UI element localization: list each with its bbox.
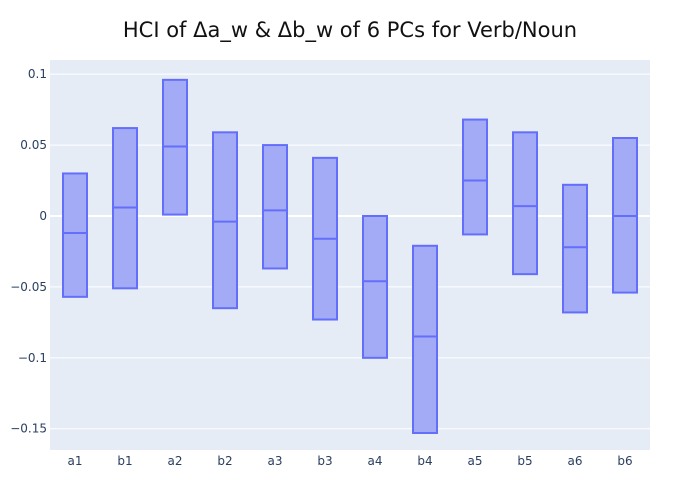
box-b4	[412, 244, 438, 434]
box-b5	[512, 131, 538, 276]
x-tick-label: b1	[117, 454, 132, 468]
x-tick-label: a5	[468, 454, 483, 468]
y-tick-label: −0.15	[10, 422, 47, 436]
chart-title: HCI of Δa_w & Δb_w of 6 PCs for Verb/Nou…	[122, 18, 578, 42]
x-tick-label: b3	[317, 454, 332, 468]
x-tick-label: a4	[368, 454, 383, 468]
y-tick-label: 0	[39, 209, 47, 223]
x-tick-label: b6	[617, 454, 632, 468]
x-tick-label: b4	[417, 454, 432, 468]
x-tick-label: b2	[217, 454, 232, 468]
box-a1	[62, 172, 88, 298]
box-a6	[562, 183, 588, 314]
y-tick-label: −0.1	[18, 351, 47, 365]
box-a5	[462, 118, 488, 236]
box-a3	[262, 144, 288, 270]
box-a4	[362, 215, 388, 359]
x-tick-label: a3	[268, 454, 283, 468]
x-tick-label: a1	[68, 454, 83, 468]
y-tick-label: 0.1	[28, 67, 47, 81]
y-tick-label: −0.05	[10, 280, 47, 294]
x-tick-label: a6	[568, 454, 583, 468]
x-tick-label: a2	[168, 454, 183, 468]
plot-background	[50, 60, 650, 450]
x-tick-label: b5	[517, 454, 532, 468]
box-b2	[212, 131, 238, 310]
y-tick-label: 0.05	[20, 138, 47, 152]
